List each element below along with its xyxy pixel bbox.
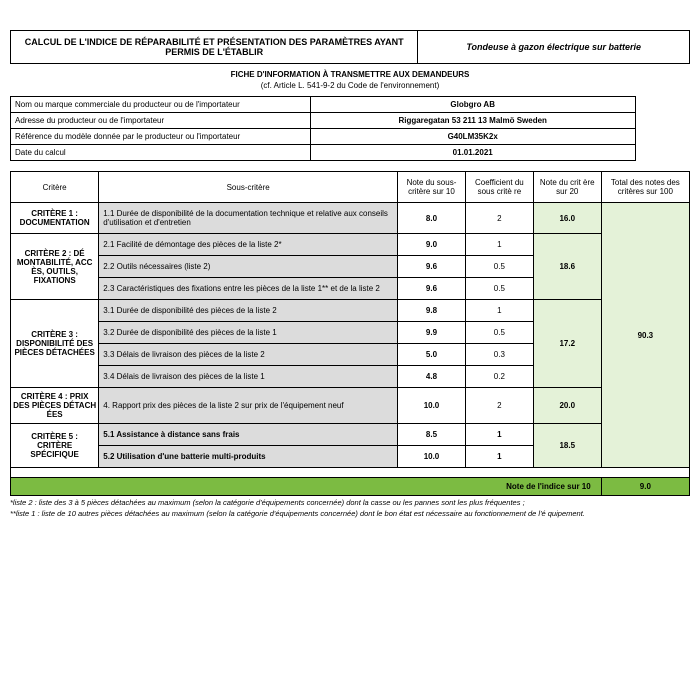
final-row: Note de l'indice sur 10 9.0 bbox=[11, 478, 690, 496]
note: 9.6 bbox=[398, 256, 466, 278]
table-row: CRITÈRE 1 : DOCUMENTATION 1.1 Durée de d… bbox=[11, 203, 690, 234]
coef: 2 bbox=[465, 388, 533, 424]
note: 9.6 bbox=[398, 278, 466, 300]
col-critere: Critère bbox=[11, 172, 99, 203]
sub-crit: 3.2 Durée de disponibilité des pièces de… bbox=[99, 322, 398, 344]
header-table: CALCUL DE L'INDICE DE RÉPARABILITÉ ET PR… bbox=[10, 30, 690, 64]
crit-score: 18.6 bbox=[533, 234, 601, 300]
crit-label: CRITÈRE 4 : PRIX DES PIÈCES DÉTACH ÉES bbox=[11, 388, 99, 424]
info-value: 01.01.2021 bbox=[310, 145, 635, 161]
sub-crit: 3.4 Délais de livraison des pièces de la… bbox=[99, 366, 398, 388]
coef: 2 bbox=[465, 203, 533, 234]
crit-score: 20.0 bbox=[533, 388, 601, 424]
info-value: G40LM35K2x bbox=[310, 129, 635, 145]
coef: 1 bbox=[465, 234, 533, 256]
product-name: Tondeuse à gazon électrique sur batterie bbox=[418, 31, 690, 64]
total-score: 90.3 bbox=[601, 203, 689, 468]
table-row: CRITÈRE 3 : DISPONIBILITÉ DES PIÈCES DÉT… bbox=[11, 300, 690, 322]
crit-label: CRITÈRE 2 : DÉ MONTABILITÉ, ACC ÈS, OUTI… bbox=[11, 234, 99, 300]
subheading: FICHE D'INFORMATION À TRANSMETTRE AUX DE… bbox=[10, 70, 690, 79]
info-label: Nom ou marque commerciale du producteur … bbox=[11, 97, 311, 113]
note: 8.0 bbox=[398, 203, 466, 234]
info-value: Riggaregatan 53 211 13 Malmö Sweden bbox=[310, 113, 635, 129]
col-total: Total des notes des critères sur 100 bbox=[601, 172, 689, 203]
note: 9.0 bbox=[398, 234, 466, 256]
coef: 1 bbox=[465, 424, 533, 446]
sub-crit: 3.1 Durée de disponibilité des pièces de… bbox=[99, 300, 398, 322]
header-row: Critère Sous-critère Note du sous-critèr… bbox=[11, 172, 690, 203]
note: 9.9 bbox=[398, 322, 466, 344]
sub-crit: 2.3 Caractéristiques des fixations entre… bbox=[99, 278, 398, 300]
sub-crit: 5.2 Utilisation d'une batterie multi-pro… bbox=[99, 446, 398, 468]
note: 4.8 bbox=[398, 366, 466, 388]
crit-score: 18.5 bbox=[533, 424, 601, 468]
crit-label: CRITÈRE 1 : DOCUMENTATION bbox=[11, 203, 99, 234]
note: 10.0 bbox=[398, 388, 466, 424]
crit-score: 17.2 bbox=[533, 300, 601, 388]
table-row: CRITÈRE 5 : CRITÈRE SPÉCIFIQUE 5.1 Assis… bbox=[11, 424, 690, 446]
note: 8.5 bbox=[398, 424, 466, 446]
info-label: Référence du modèle donnée par le produc… bbox=[11, 129, 311, 145]
sub-crit: 2.1 Facilité de démontage des pièces de … bbox=[99, 234, 398, 256]
crit-label: CRITÈRE 5 : CRITÈRE SPÉCIFIQUE bbox=[11, 424, 99, 468]
coef: 0.5 bbox=[465, 322, 533, 344]
footnote-2: **liste 1 : liste de 10 autres pièces dé… bbox=[10, 509, 690, 518]
note: 9.8 bbox=[398, 300, 466, 322]
final-label: Note de l'indice sur 10 bbox=[11, 478, 602, 496]
sub-crit: 4. Rapport prix des pièces de la liste 2… bbox=[99, 388, 398, 424]
coef: 0.5 bbox=[465, 256, 533, 278]
coef: 1 bbox=[465, 446, 533, 468]
main-table: Critère Sous-critère Note du sous-critèr… bbox=[10, 171, 690, 496]
col-sous-critere: Sous-critère bbox=[99, 172, 398, 203]
final-score: 9.0 bbox=[601, 478, 689, 496]
info-label: Adresse du producteur ou de l'importateu… bbox=[11, 113, 311, 129]
footnote-1: *liste 2 : liste des 3 à 5 pièces détach… bbox=[10, 498, 690, 507]
sub-crit: 5.1 Assistance à distance sans frais bbox=[99, 424, 398, 446]
table-row: CRITÈRE 2 : DÉ MONTABILITÉ, ACC ÈS, OUTI… bbox=[11, 234, 690, 256]
table-row: CRITÈRE 4 : PRIX DES PIÈCES DÉTACH ÉES 4… bbox=[11, 388, 690, 424]
crit-label: CRITÈRE 3 : DISPONIBILITÉ DES PIÈCES DÉT… bbox=[11, 300, 99, 388]
col-coef: Coefficient du sous critè re bbox=[465, 172, 533, 203]
sub-crit: 3.3 Délais de livraison des pièces de la… bbox=[99, 344, 398, 366]
col-note-crit: Note du crit ère sur 20 bbox=[533, 172, 601, 203]
doc-title: CALCUL DE L'INDICE DE RÉPARABILITÉ ET PR… bbox=[11, 31, 418, 64]
subheading-ref: (cf. Article L. 541-9-2 du Code de l'env… bbox=[10, 81, 690, 90]
note: 5.0 bbox=[398, 344, 466, 366]
note: 10.0 bbox=[398, 446, 466, 468]
col-note-sc: Note du sous-critère sur 10 bbox=[398, 172, 466, 203]
info-value: Globgro AB bbox=[310, 97, 635, 113]
coef: 1 bbox=[465, 300, 533, 322]
coef: 0.3 bbox=[465, 344, 533, 366]
coef: 0.5 bbox=[465, 278, 533, 300]
sub-crit: 1.1 Durée de disponibilité de la documen… bbox=[99, 203, 398, 234]
spacer-row bbox=[11, 468, 690, 478]
coef: 0.2 bbox=[465, 366, 533, 388]
crit-score: 16.0 bbox=[533, 203, 601, 234]
info-table: Nom ou marque commerciale du producteur … bbox=[10, 96, 636, 161]
info-label: Date du calcul bbox=[11, 145, 311, 161]
sub-crit: 2.2 Outils nécessaires (liste 2) bbox=[99, 256, 398, 278]
